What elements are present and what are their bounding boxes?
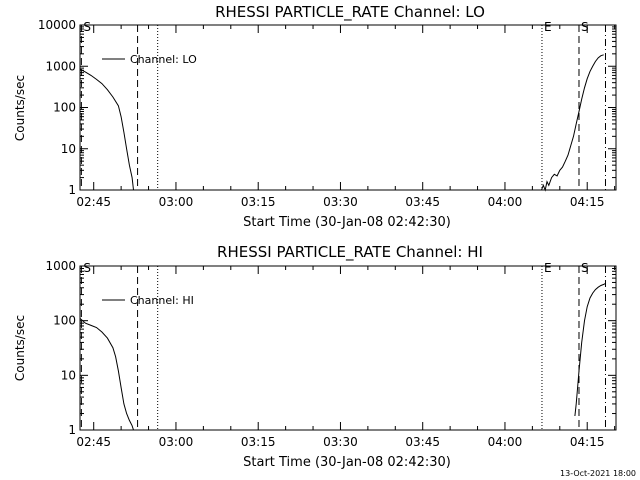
y-tick-label: 1000 bbox=[45, 259, 76, 273]
x-axis-label-lo: Start Time (30-Jan-08 02:42:30) bbox=[243, 215, 451, 230]
x-axis-label-hi: Start Time (30-Jan-08 02:42:30) bbox=[243, 455, 451, 470]
x-tick-label: 03:30 bbox=[323, 435, 358, 449]
x-tick-label: 03:45 bbox=[405, 195, 440, 209]
y-axis-label-lo: Counts/sec bbox=[13, 75, 27, 141]
x-tick-label: 04:15 bbox=[570, 435, 605, 449]
chart-panel-hi: RHESSI PARTICLE_RATE Channel: HI 1101001… bbox=[13, 243, 617, 470]
y-tick-label: 100 bbox=[53, 101, 76, 115]
x-tick-label: 03:30 bbox=[323, 195, 358, 209]
legend-label: Channel: LO bbox=[130, 53, 197, 66]
series-line bbox=[79, 318, 134, 431]
y-tick-label: 10 bbox=[61, 142, 76, 156]
event-marker-label: S bbox=[83, 261, 91, 275]
x-tick-label: 03:00 bbox=[159, 195, 194, 209]
x-tick-label: 03:15 bbox=[241, 195, 276, 209]
plot-frame bbox=[79, 265, 617, 431]
x-tick-label: 04:15 bbox=[570, 195, 605, 209]
y-tick-label: 10 bbox=[61, 368, 76, 382]
x-tick-label: 02:45 bbox=[76, 435, 111, 449]
event-marker-label: S bbox=[581, 261, 589, 275]
chart-plot-hi: 1 10 100 1000 02:45 03:00 03:15 03:30 03:45 04:00… bbox=[45, 259, 617, 449]
chart-plot-lo: 1 10 100 1000 10000 02:45 03:00 03:15 03:30 03:45… bbox=[38, 18, 617, 209]
chart-panel-lo: RHESSI PARTICLE_RATE Channel: LO 1101001… bbox=[13, 3, 617, 230]
event-marker-label: E bbox=[544, 20, 552, 34]
series-line bbox=[574, 282, 606, 417]
x-tick-label: 03:15 bbox=[241, 435, 276, 449]
y-axis-label-hi: Counts/sec bbox=[13, 315, 27, 381]
plot-frame bbox=[79, 24, 617, 191]
y-tick-label: 1 bbox=[68, 183, 76, 197]
y-tick-label: 1 bbox=[68, 423, 76, 437]
chart-title-hi: RHESSI PARTICLE_RATE Channel: HI bbox=[217, 243, 483, 262]
y-tick-label: 100 bbox=[53, 314, 76, 328]
y-tick-label: 1000 bbox=[45, 59, 76, 73]
x-tick-label: 03:00 bbox=[159, 435, 194, 449]
x-tick-label: 04:00 bbox=[488, 435, 523, 449]
x-tick-label: 04:00 bbox=[488, 195, 523, 209]
x-tick-label: 03:45 bbox=[405, 435, 440, 449]
series-line bbox=[541, 54, 604, 192]
series-line bbox=[79, 68, 134, 191]
y-tick-label: 10000 bbox=[38, 18, 76, 32]
event-marker-label: E bbox=[544, 261, 552, 275]
footer-timestamp: 13-Oct-2021 18:00 bbox=[560, 469, 636, 478]
x-tick-label: 02:45 bbox=[76, 195, 111, 209]
event-marker-label: S bbox=[83, 20, 91, 34]
chart-title-lo: RHESSI PARTICLE_RATE Channel: LO bbox=[215, 3, 485, 22]
event-marker-label: S bbox=[581, 20, 589, 34]
legend-label: Channel: HI bbox=[130, 294, 194, 307]
